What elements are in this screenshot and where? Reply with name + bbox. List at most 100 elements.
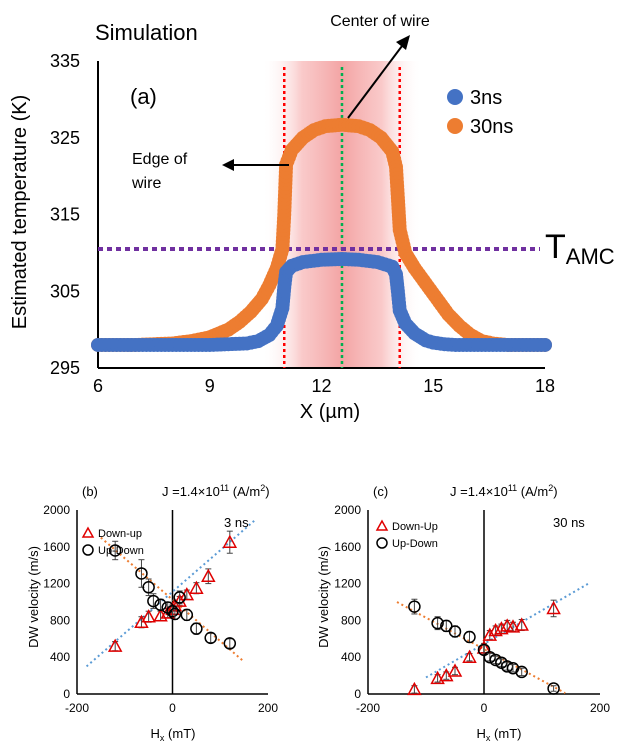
panel-b-up-down-point bbox=[142, 581, 155, 594]
panel-a-x-tick-label: 12 bbox=[311, 376, 331, 396]
panel-b-up-down-point bbox=[204, 631, 217, 645]
panel-b-up-down-point bbox=[147, 594, 160, 608]
panel-c-y-tick-label: 1600 bbox=[334, 540, 361, 554]
panel-b-up-down-point bbox=[166, 604, 179, 618]
panel-c-down-up-point bbox=[505, 619, 521, 633]
panel-b-up-down-point bbox=[190, 622, 203, 635]
edge-of-wire-annotation-line2: wire bbox=[131, 175, 161, 192]
center-of-wire-annotation: Center of wire bbox=[330, 13, 430, 30]
panel-a: 6 9 12 15 18 295 305 315 325 335 Simulation (a) C… bbox=[9, 13, 615, 423]
panel-b-y-tick-label: 1200 bbox=[43, 577, 70, 591]
panel-c-x-tick-label: 0 bbox=[481, 701, 488, 715]
panel-b-fit-line-1 bbox=[85, 518, 257, 668]
panel-a-x-tick-label: 6 bbox=[93, 376, 103, 396]
legend-down-up-label: Down-up bbox=[98, 528, 142, 540]
panel-c-y-tick-label: 2000 bbox=[334, 503, 361, 517]
panel-b-x-tick-label: -200 bbox=[65, 701, 89, 715]
panel-c-series bbox=[407, 598, 561, 696]
panel-a-y-tick-label: 325 bbox=[50, 128, 80, 148]
panel-a-y-tick-label: 295 bbox=[50, 358, 80, 378]
legend-up-down-label-c: Up-Down bbox=[392, 538, 438, 550]
tamc-main: T bbox=[545, 228, 566, 266]
panel-c-axes bbox=[367, 510, 600, 695]
panel-c-down-up-point bbox=[447, 663, 463, 677]
panel-b-down-up-point bbox=[172, 593, 187, 607]
panel-b-current-density: J =1.4×1011 (A/m2) bbox=[162, 483, 270, 499]
panel-a-x-tick-label: 9 bbox=[205, 376, 215, 396]
panel-c-down-up-point bbox=[514, 617, 529, 631]
panel-b-y-tick-label: 0 bbox=[63, 687, 70, 701]
panel-b-up-down-point bbox=[223, 637, 237, 650]
panel-c-down-up-point bbox=[494, 621, 509, 635]
panel-b-down-up-point bbox=[141, 609, 156, 623]
panel-b-down-up-point bbox=[189, 580, 204, 594]
panel-c-down-up-point bbox=[462, 649, 477, 663]
tamc-subscript: AMC bbox=[566, 244, 615, 269]
panel-b-time-label: 3 ns bbox=[224, 515, 249, 530]
panel-b-x-tick-label: 200 bbox=[258, 701, 278, 715]
panel-c-y-axis-label: DW velocity (m/s) bbox=[316, 546, 331, 648]
edge-of-wire-annotation-line1: Edge of bbox=[132, 151, 188, 168]
legend-down-up-marker bbox=[81, 526, 95, 538]
legend-up-down-label: Up-Down bbox=[98, 545, 144, 557]
panel-a-y-tick-label: 305 bbox=[50, 281, 80, 301]
panel-c-y-tick-label: 1200 bbox=[334, 577, 361, 591]
panel-b-down-up-point bbox=[201, 568, 216, 582]
panel-c-up-down-point bbox=[440, 619, 453, 633]
legend-30ns-marker bbox=[447, 118, 463, 134]
panel-a-legend: 3ns 30ns bbox=[447, 87, 513, 138]
panel-b-series bbox=[107, 530, 238, 652]
panel-c-current-density: J =1.4×1011 (A/m2) bbox=[450, 483, 558, 499]
panel-a-label: (a) bbox=[130, 84, 157, 109]
panel-a-x-tick-label: 18 bbox=[535, 376, 555, 396]
legend-30ns-label: 30ns bbox=[470, 116, 513, 138]
panel-b-down-up-point bbox=[107, 638, 123, 652]
panel-c-y-tick-label: 400 bbox=[341, 650, 361, 664]
panel-b-legend: Down-up Up-Down bbox=[81, 526, 144, 557]
panel-b-fit-lines bbox=[85, 518, 257, 668]
panel-b-up-down-point bbox=[135, 567, 148, 580]
panel-c-down-up-point bbox=[546, 600, 561, 615]
panel-a-series bbox=[91, 117, 552, 352]
panel-c-fit-lines bbox=[396, 582, 589, 694]
panel-b-fit-line-2 bbox=[100, 536, 245, 663]
series-s3-point bbox=[538, 337, 552, 352]
panel-c-x-tick-label: -200 bbox=[356, 701, 380, 715]
legend-down-up-marker-c bbox=[375, 519, 389, 531]
panel-b-x-tick-label: 0 bbox=[169, 701, 176, 715]
panel-a-y-tick-label: 335 bbox=[50, 51, 80, 71]
panel-c-down-up-point bbox=[488, 622, 503, 637]
legend-down-up-label-c: Down-Up bbox=[392, 521, 438, 533]
panel-b-up-down-point bbox=[168, 607, 182, 621]
panel-b-up-down-point bbox=[180, 608, 194, 622]
panel-a-tick-labels: 6 9 12 15 18 295 305 315 325 335 bbox=[50, 51, 555, 396]
legend-up-down-marker-c bbox=[376, 537, 388, 549]
center-arrow bbox=[347, 37, 409, 119]
legend-3ns-label: 3ns bbox=[470, 87, 502, 109]
panel-b-up-down-point bbox=[154, 598, 167, 612]
panel-b-label: (b) bbox=[82, 484, 98, 499]
panel-a-axes bbox=[97, 61, 545, 369]
panel-b-down-up-point bbox=[222, 534, 238, 548]
panel-c-up-down-point bbox=[547, 682, 560, 695]
panel-c-y-tick-label: 0 bbox=[354, 687, 361, 701]
legend-3ns-marker bbox=[447, 89, 463, 105]
panel-c-legend: Down-Up Up-Down bbox=[375, 519, 438, 550]
panel-c-down-up-point bbox=[407, 681, 422, 696]
panel-a-x-tick-label: 15 bbox=[423, 376, 443, 396]
tamc-label: TAMC bbox=[545, 228, 615, 269]
panel-c-time-label: 30 ns bbox=[553, 515, 585, 530]
panel-c-y-tick-label: 800 bbox=[341, 613, 361, 627]
edge-arrow-head bbox=[222, 159, 234, 171]
legend-up-down-marker bbox=[82, 544, 94, 556]
panel-b-y-axis-label: DW velocity (m/s) bbox=[26, 546, 41, 648]
panel-c-fit-line-1 bbox=[425, 582, 589, 679]
panel-b-y-tick-label: 2000 bbox=[43, 503, 70, 517]
simulation-title: Simulation bbox=[95, 20, 198, 45]
panel-a-y-tick-label: 315 bbox=[50, 205, 80, 225]
